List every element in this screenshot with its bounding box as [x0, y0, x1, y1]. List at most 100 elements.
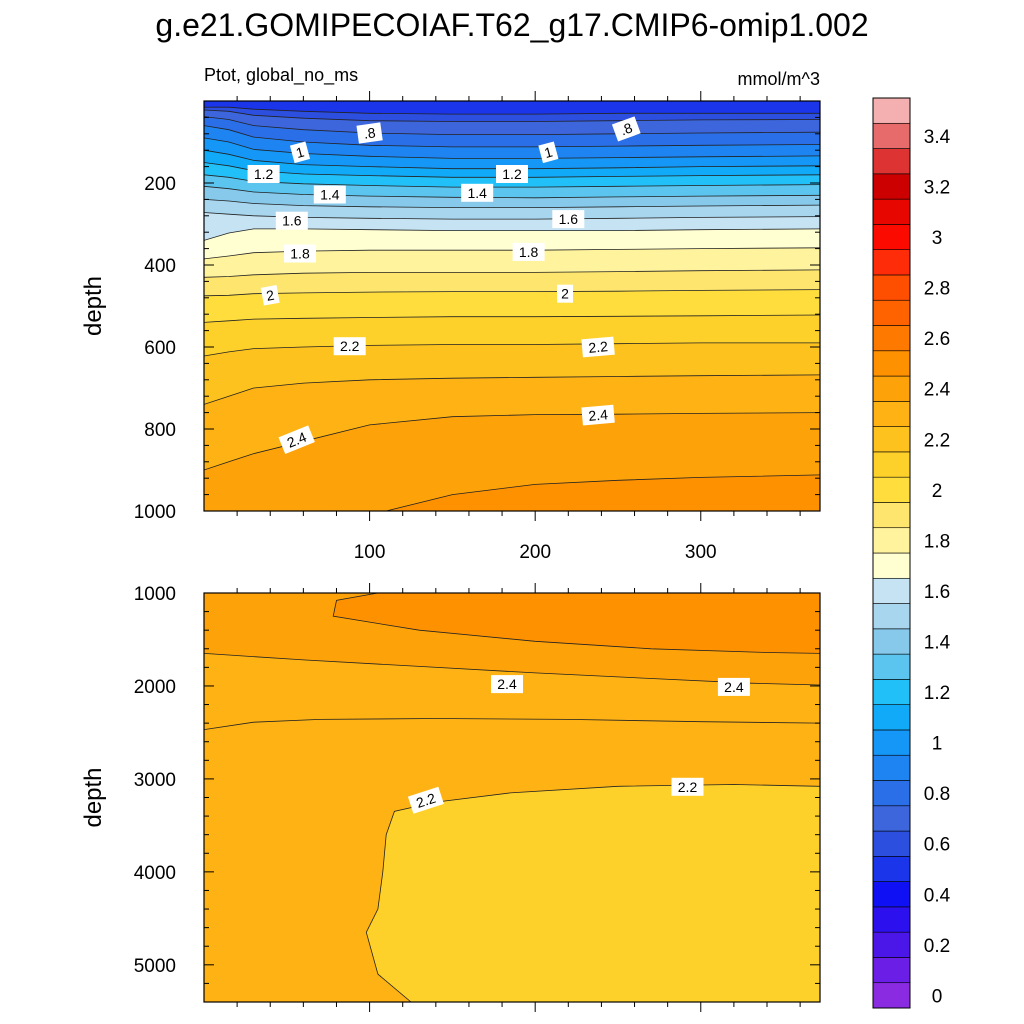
y-tick-label: 4000	[134, 863, 176, 884]
deep-ocean-panel: 2.4 2.4 2.2 2.2 1000 2000 3000 4000 5000 depth	[80, 583, 821, 1012]
colorbar-swatch	[872, 249, 911, 276]
contour-line	[204, 212, 820, 220]
colorbar-swatch	[872, 426, 911, 453]
colorbar-swatch	[872, 122, 911, 149]
colorbar-tick-label: 0.8	[924, 784, 950, 805]
y-tick-label: 400	[144, 256, 176, 277]
contour-label-text: 1.2	[254, 166, 274, 182]
contour-label-text: 2.4	[588, 406, 609, 424]
x-tick-label: 200	[519, 542, 551, 563]
contour-label-text: 1.6	[559, 211, 579, 227]
units-label: mmol/m^3	[738, 69, 820, 89]
contour-label: 2.2	[333, 337, 366, 356]
colorbar-swatch	[872, 653, 911, 680]
contour-label: 1.2	[247, 165, 280, 183]
contour-label: 2.4	[491, 675, 523, 694]
colorbar-swatch	[872, 198, 911, 225]
colorbar-swatch	[872, 173, 911, 200]
y-axis-label: depth	[80, 276, 107, 336]
contour-line	[365, 784, 820, 1002]
contour-line	[204, 174, 820, 188]
y-tick-label: 5000	[134, 956, 176, 977]
contour-label-text: 2	[561, 286, 569, 302]
contour-line	[204, 125, 820, 148]
contour-label: 2.4	[581, 404, 615, 426]
colorbar-tick-label: 2.8	[924, 279, 950, 300]
contour-band	[386, 474, 820, 511]
colorbar-swatch	[872, 628, 911, 655]
contour-label: 1	[289, 141, 311, 164]
colorbar-swatch	[872, 502, 911, 529]
colorbar-swatch	[872, 982, 911, 1009]
contour-label-text: 1	[294, 144, 306, 162]
colorbar-swatch	[872, 754, 911, 781]
contour-label-text: 2.2	[588, 338, 609, 356]
contour-label-text: 2.2	[414, 790, 438, 811]
colorbar-tick-label: 0	[932, 986, 943, 1007]
colorbar-swatch	[872, 224, 911, 250]
contour-label-text: 1.8	[290, 246, 310, 262]
contour-label: 1	[538, 141, 559, 164]
contour-label-text: 1.4	[320, 187, 340, 203]
contour-label: 2.2	[671, 777, 704, 796]
contour-label-text: 2.2	[678, 779, 698, 795]
chart-title: g.e21.GOMIPECOIAF.T62_g17.CMIP6-omip1.00…	[155, 7, 868, 43]
contour-label: 1.4	[461, 183, 494, 202]
colorbar-tick-label: 2.6	[924, 329, 950, 350]
colorbar-tick-label: 3.2	[924, 177, 950, 198]
contour-band	[366, 784, 820, 1002]
colorbar-swatch	[872, 881, 911, 908]
colorbar-tick-label: 2.4	[924, 380, 951, 401]
contour-label: 2	[260, 285, 280, 306]
colorbar-swatch	[872, 552, 911, 579]
contour-line	[204, 269, 820, 278]
contour-line	[204, 289, 820, 297]
colorbar-frame	[872, 97, 911, 1009]
colorbar-swatch	[872, 350, 911, 377]
colorbar-swatch	[872, 97, 911, 124]
contour-label-text: 1.6	[282, 213, 302, 229]
contour-label: 1.2	[496, 165, 528, 183]
contour-label-text: .8	[618, 119, 635, 138]
contour-line	[204, 185, 820, 199]
colorbar-swatch	[872, 780, 911, 807]
contour-label: 2.4	[278, 425, 315, 455]
y-tick-label: 1000	[134, 502, 176, 523]
contour-line	[204, 199, 820, 208]
contour-label: 2	[557, 284, 573, 303]
y-tick-label: 600	[144, 338, 176, 359]
colorbar-tick-label: 2.2	[924, 430, 950, 451]
contour-label: 2.2	[581, 336, 615, 358]
contour-line	[204, 412, 820, 471]
contour-label: 1.8	[512, 242, 545, 261]
colorbar-swatch	[872, 957, 911, 984]
contour-line	[204, 718, 820, 730]
colorbar-tick-label: 1.4	[924, 632, 951, 653]
contour-field: 2.4 2.4 2.2 2.2	[204, 593, 820, 1002]
y-tick-label: 3000	[134, 770, 176, 791]
contour-label-text: 2	[265, 287, 276, 304]
contour-line	[204, 247, 820, 260]
colorbar-swatch	[872, 299, 911, 326]
contour-label-text: 2.4	[497, 676, 517, 692]
plot-frame	[203, 100, 821, 512]
contour-label-text: 2.4	[724, 679, 744, 695]
contour-line	[204, 653, 820, 686]
contour-line	[204, 106, 820, 115]
contour-label-text: 1.2	[502, 166, 522, 182]
colorbar-swatch	[872, 274, 911, 301]
colorbar-swatch	[872, 577, 911, 604]
colorbar: 0 0.2 0.4 0.6 0.8 1 1.2 1.4 1.6 1.8 2 2.2 2.4 2.6 2.8 3…	[872, 97, 951, 1009]
colorbar-tick-label: 1	[932, 734, 943, 755]
colorbar-tick-label: 0.6	[924, 835, 950, 856]
colorbar-tick-label: 1.2	[924, 683, 950, 704]
contour-line	[204, 342, 820, 357]
colorbar-swatch	[872, 856, 911, 882]
contour-line	[332, 593, 820, 654]
colorbar-tick-label: 3	[932, 228, 943, 249]
contour-label-text: 1.4	[467, 185, 487, 201]
contour-label: 1.6	[552, 210, 585, 229]
colorbar-swatch	[872, 375, 911, 402]
colorbar-swatch	[872, 401, 911, 427]
